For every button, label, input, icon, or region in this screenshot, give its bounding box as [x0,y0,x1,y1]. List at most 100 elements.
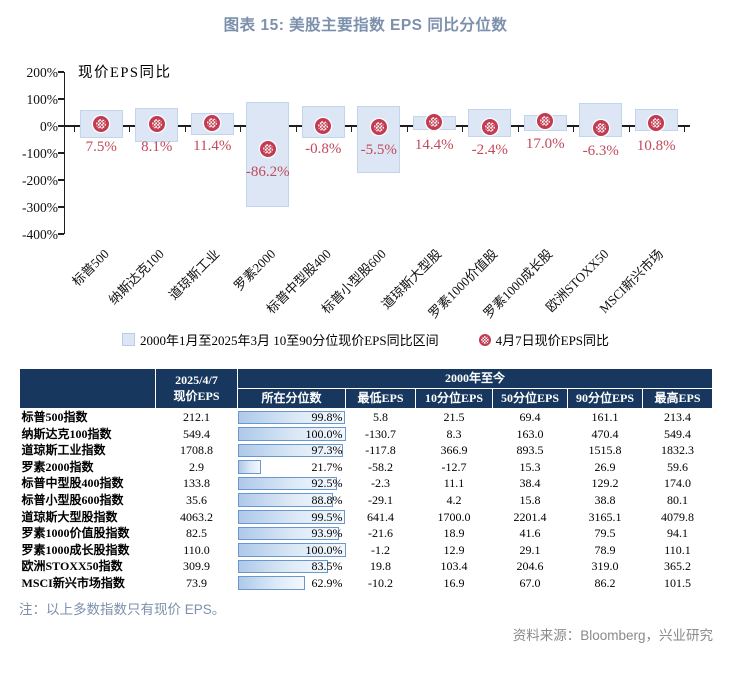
p10-eps-cell: 18.9 [443,526,465,541]
marker-value-label: 8.1% [141,138,173,155]
table-row: 欧洲STOXX50指数 309.9 83.5% 19.8 103.4 204.6 319.0… [20,558,713,575]
min-eps-cell: -130.7 [365,426,396,441]
percentile-value: 99.5% [311,509,343,524]
p10-eps-cell: 11.1 [443,476,465,491]
y-tick [58,71,64,73]
percentile-cell: 92.5% [237,475,346,492]
x-tick [573,126,575,132]
table-row: 标普中型股400指数 133.8 92.5% -2.3 11.1 38.4 129.2 174… [20,475,713,492]
current-eps-cell: 110.0 [183,542,210,557]
max-eps-cell: 101.5 [664,575,692,590]
percentile-cell: 83.5% [237,558,346,575]
percentile-cell: 100.0% [237,426,346,443]
index-name-cell: 罗素1000成长股指数 [21,542,130,557]
y-tick [58,206,64,208]
p50-eps-cell: 163.0 [516,426,544,441]
percentile-cell: 97.3% [237,442,346,459]
index-name-cell: 罗素2000指数 [21,459,94,474]
percentile-data-bar [237,427,346,441]
x-tick [184,126,186,132]
footnote: 注：以上多数指数只有现价 EPS。 [19,602,226,617]
percentile-data-bar [237,476,338,491]
percentile-data-bar [237,460,261,474]
percentile-value: 83.5% [311,559,343,574]
percentile-cell: 99.8% [237,409,346,426]
p90-eps-cell: 161.1 [591,410,619,424]
x-tick [351,126,353,132]
x-tick [517,126,519,132]
current-eps-cell: 4063.2 [180,509,213,524]
p90-eps-cell: 78.9 [594,542,616,557]
percentile-value: 97.3% [311,443,343,458]
y-tick [58,98,64,100]
eps-table: 2025/4/7 现价EPS 2000年至今 所在分位数 最低EPS 10分位E… [19,368,714,592]
table-row: 道琼斯大型股指数 4063.2 99.5% 641.4 1700.0 2201.4 3165… [20,509,713,526]
marker-value-label: -6.3% [582,142,619,159]
min-eps-cell: -2.3 [371,476,390,491]
p90-eps-cell: 470.4 [591,426,619,441]
p10-eps-cell: -12.7 [441,459,467,474]
header-col-percentile: 所在分位数 [237,388,346,409]
current-eps-cell: 212.1 [183,410,210,424]
p90-eps-cell: 26.9 [594,459,616,474]
marker-value-label: 11.4% [193,137,232,154]
p90-eps-cell: 38.8 [594,492,616,507]
p90-eps-cell: 129.2 [591,476,619,491]
percentile-cell: 62.9% [237,575,346,592]
header-col-p90-eps: 90分位EPS [567,388,643,409]
min-eps-cell: -21.6 [368,526,393,541]
current-eps-cell: 73.9 [186,575,207,590]
header-col-max-eps: 最高EPS [641,388,714,409]
current-eps-cell: 1708.8 [180,443,213,458]
current-eps-marker [204,114,221,131]
marker-value-label: -5.5% [360,142,397,159]
min-eps-cell: -10.2 [368,575,393,590]
x-tick [295,126,297,132]
percentile-cell: 100.0% [237,542,346,559]
table-row: 标普500指数 212.1 99.8% 5.8 21.5 69.4 161.1 213.4 [20,409,713,426]
min-eps-cell: -117.8 [365,443,396,458]
category-label: 道琼斯工业 [165,246,223,303]
marker-value-label: 10.8% [636,138,676,155]
percentile-value: 62.9% [311,575,343,590]
percentile-value: 88.8% [311,492,343,507]
y-axis-tick-label: 200% [26,64,59,80]
p50-eps-cell: 38.4 [519,476,541,491]
current-eps-cell: 35.6 [186,492,207,507]
marker-value-label: -2.4% [471,141,508,158]
current-eps-marker [426,114,443,131]
y-axis-tick-label: -200% [22,172,58,188]
current-eps-cell: 82.5 [186,526,207,541]
percentile-data-bar [237,443,343,458]
p10-eps-cell: 21.5 [443,410,465,424]
current-eps-marker [259,141,276,158]
max-eps-cell: 213.4 [664,410,692,424]
percentile-data-bar [237,559,328,574]
index-name-cell: 罗素1000价值股指数 [21,526,130,541]
p50-eps-cell: 204.6 [516,559,544,574]
y-axis-tick-label: 0% [40,118,58,134]
max-eps-cell: 4079.8 [661,509,695,524]
min-eps-cell: 19.8 [370,559,391,574]
y-axis-line [63,72,66,234]
x-tick [129,126,131,132]
y-tick [58,179,64,181]
p10-eps-cell: 8.3 [446,426,462,441]
p10-eps-cell: 103.4 [440,559,468,574]
current-eps-marker [93,115,110,132]
x-tick [462,126,464,132]
min-eps-cell: 5.8 [373,410,388,424]
y-axis-tick-label: -400% [22,226,58,242]
p50-eps-cell: 67.0 [519,575,541,590]
max-eps-cell: 94.1 [667,526,689,541]
p50-eps-cell: 15.3 [519,459,541,474]
table-row: 罗素1000成长股指数 110.0 100.0% -1.2 12.9 29.1 78.9 11… [20,542,713,559]
current-eps-cell: 133.8 [183,476,210,491]
y-axis-tick-label: -300% [22,199,58,215]
x-tick [628,126,630,132]
header-date: 2025/4/7 [175,372,218,387]
max-eps-cell: 549.4 [664,426,692,441]
header-current-eps-cell: 2025/4/7 现价EPS [155,368,238,409]
percentile-value: 92.5% [311,476,343,491]
